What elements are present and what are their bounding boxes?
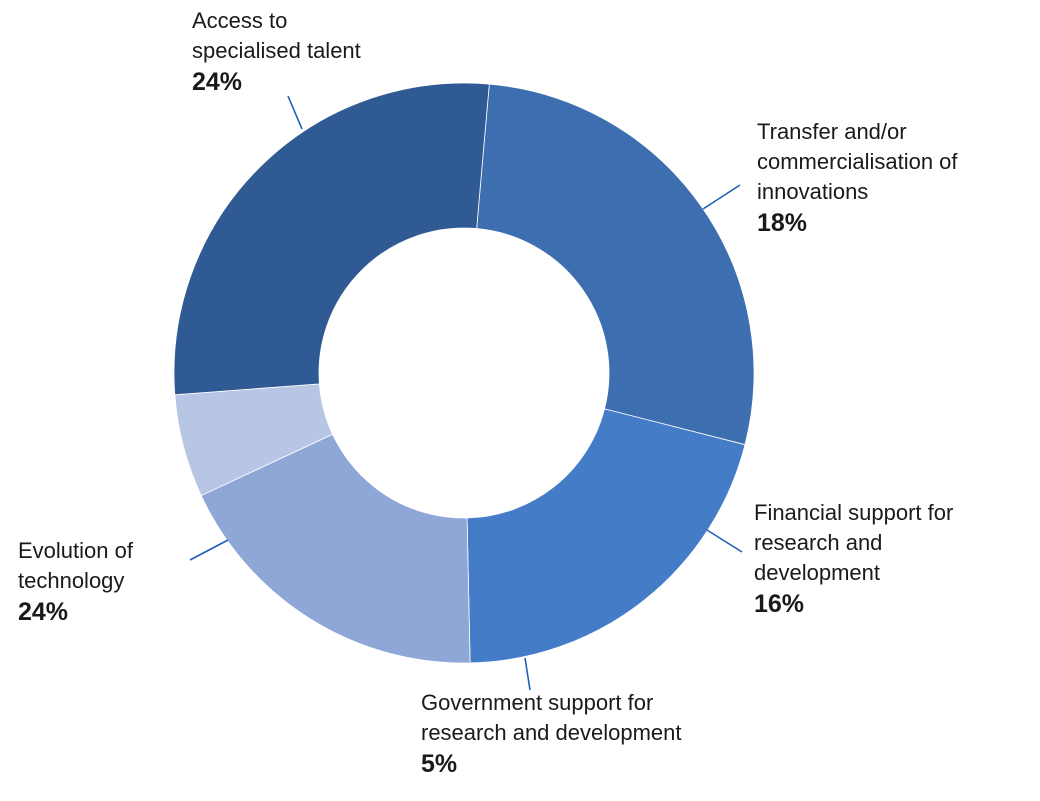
label-financial-support-text: Financial support for research and devel… <box>754 500 954 585</box>
slice-financial-support <box>200 433 471 664</box>
leader-transfer-innovations <box>702 184 741 210</box>
label-financial-support: Financial support for research and devel… <box>754 498 953 620</box>
leader-access-talent <box>287 95 303 130</box>
label-access-talent: Access to specialised talent 24% <box>192 6 361 98</box>
slice-evolution-technology <box>173 82 490 396</box>
leader-evolution-technology <box>189 539 229 561</box>
label-evolution-technology-value: 24% <box>18 598 69 626</box>
label-transfer-innovations-value: 18% <box>757 209 808 237</box>
leader-financial-support <box>706 529 743 553</box>
label-access-talent-text: Access to specialised talent <box>192 8 361 63</box>
label-transfer-innovations: Transfer and/or commercialisation of inn… <box>757 117 958 239</box>
label-government-support-text: Government support for research and deve… <box>421 690 682 745</box>
label-government-support-value: 5% <box>421 750 458 778</box>
label-government-support: Government support for research and deve… <box>421 688 682 780</box>
slice-access-talent <box>476 83 755 446</box>
label-evolution-technology-text: Evolution of technology <box>18 538 133 593</box>
label-transfer-innovations-text: Transfer and/or commercialisation of inn… <box>757 119 958 204</box>
label-access-talent-value: 24% <box>192 68 243 96</box>
label-evolution-technology: Evolution of technology 24% <box>18 536 133 628</box>
leader-government-support <box>524 657 531 691</box>
label-financial-support-value: 16% <box>754 590 805 618</box>
slice-transfer-innovations <box>466 408 746 664</box>
